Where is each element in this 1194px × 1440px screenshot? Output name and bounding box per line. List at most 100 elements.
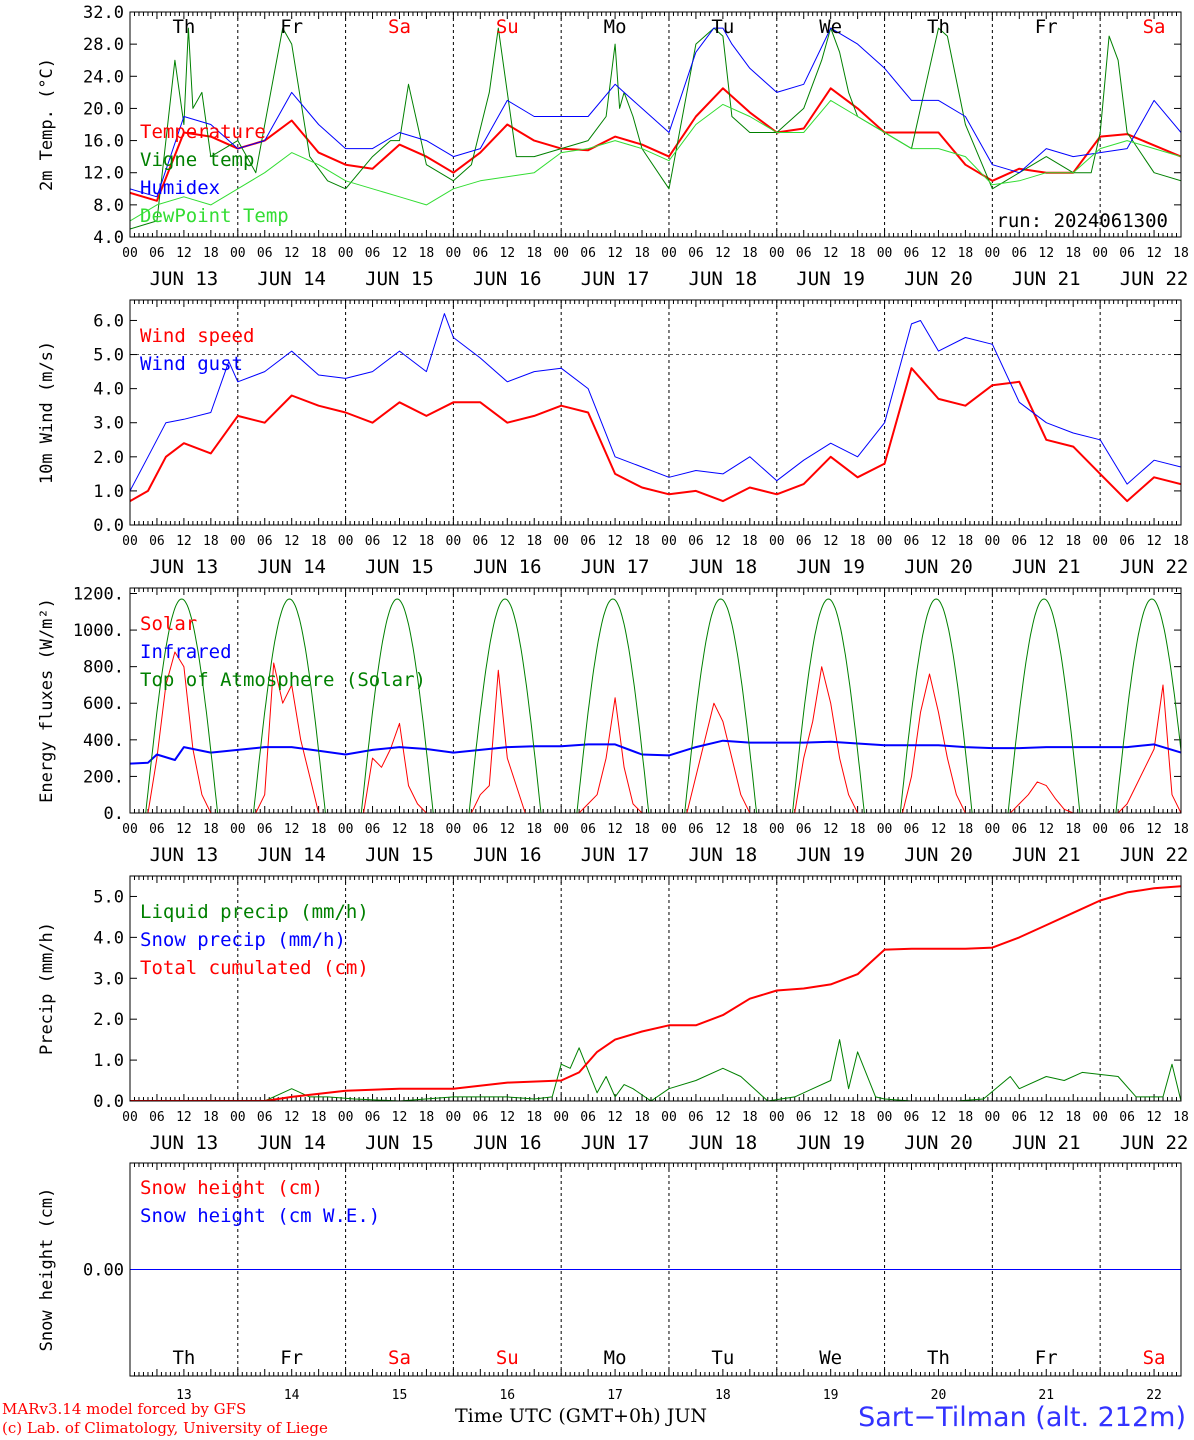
hour-label: 06 <box>904 246 920 261</box>
hour-label: 18 <box>958 1110 974 1125</box>
hour-label: 12 <box>1038 822 1054 837</box>
series-line-vigne-temp <box>130 27 1181 230</box>
series-line-dewpoint-temp <box>130 99 1181 222</box>
hour-label: 00 <box>877 534 893 549</box>
day-label: JUN 15 <box>365 556 434 578</box>
weekday-label: Tu <box>711 16 734 38</box>
hour-label: 00 <box>985 1110 1001 1125</box>
day-label: JUN 18 <box>689 556 758 578</box>
hour-label: 18 <box>634 534 650 549</box>
hour-label: 00 <box>553 534 569 549</box>
hour-label: 12 <box>284 1110 300 1125</box>
hour-label: 12 <box>1146 534 1162 549</box>
weekday-label: Sa <box>1143 16 1166 38</box>
day-label: JUN 14 <box>257 556 326 578</box>
day-label: JUN 14 <box>257 1132 326 1154</box>
hour-label: 00 <box>877 822 893 837</box>
hour-label: 12 <box>931 246 947 261</box>
hour-label: 06 <box>473 1110 489 1125</box>
weekday-label: Sa <box>388 1347 411 1369</box>
hour-label: 06 <box>149 534 165 549</box>
hour-label: 18 <box>526 534 542 549</box>
day-label: JUN 18 <box>689 844 758 866</box>
day-label: JUN 20 <box>904 844 973 866</box>
hour-label: 00 <box>338 1110 354 1125</box>
hour-label: 18 <box>850 246 866 261</box>
hour-label: 00 <box>446 246 462 261</box>
series-line-total-cumulated-cm <box>130 885 1181 1101</box>
hour-label: 18 <box>203 822 219 837</box>
hour-label: 12 <box>176 1110 192 1125</box>
hour-label: 18 <box>419 246 435 261</box>
hour-label: 12 <box>823 534 839 549</box>
hour-label: 12 <box>715 534 731 549</box>
hour-label: 06 <box>473 822 489 837</box>
day-label: JUN 19 <box>796 844 865 866</box>
y-tick-label: 0.0 <box>93 516 124 536</box>
series-group <box>130 885 1181 1101</box>
credit-line-1: MARv3.14 model forced by GFS <box>2 1400 247 1418</box>
legend-entry: Snow precip (mm/h) <box>140 929 346 951</box>
y-tick-label: 200. <box>83 767 124 787</box>
y-tick-label: 5.0 <box>93 346 124 366</box>
series-line-infrared <box>130 739 1181 765</box>
y-axis-title: Energy fluxes (W/m²) <box>37 598 57 803</box>
weekday-label: Fr <box>280 1347 303 1369</box>
hour-label: 18 <box>1065 822 1081 837</box>
hour-label: 18 <box>634 246 650 261</box>
hour-label: 00 <box>1092 534 1108 549</box>
day-label: JUN 18 <box>689 268 758 290</box>
hour-label: 12 <box>176 246 192 261</box>
hour-label: 06 <box>796 246 812 261</box>
day-label: JUN 13 <box>150 268 219 290</box>
day-label: JUN 15 <box>365 1132 434 1154</box>
hour-label: 00 <box>769 246 785 261</box>
hour-label: 00 <box>553 822 569 837</box>
series-line-toa <box>141 598 1181 813</box>
hour-label: 18 <box>526 1110 542 1125</box>
hour-label: 18 <box>526 822 542 837</box>
hour-label: 00 <box>769 1110 785 1125</box>
hour-label: 18 <box>958 246 974 261</box>
weekday-label: Tu <box>711 1347 734 1369</box>
hour-label: 12 <box>823 1110 839 1125</box>
y-tick-label: 3.0 <box>93 414 124 434</box>
day-label: JUN 19 <box>796 556 865 578</box>
day-label: JUN 20 <box>904 556 973 578</box>
hour-label: 18 <box>1173 246 1189 261</box>
hour-label: 00 <box>338 246 354 261</box>
y-tick-label: 28.0 <box>83 35 124 55</box>
day-label: JUN 19 <box>796 1132 865 1154</box>
day-number: 20 <box>931 1388 947 1403</box>
hour-label: 06 <box>149 1110 165 1125</box>
hour-label: 18 <box>742 822 758 837</box>
day-label: JUN 18 <box>689 1132 758 1154</box>
hour-label: 18 <box>958 822 974 837</box>
hour-label: 18 <box>1173 822 1189 837</box>
y-tick-label: 1.0 <box>93 482 124 502</box>
hour-label: 18 <box>203 246 219 261</box>
weekday-label: We <box>819 16 842 38</box>
y-tick-label: 1000. <box>73 621 124 641</box>
hour-label: 12 <box>931 534 947 549</box>
day-number: 19 <box>823 1388 839 1403</box>
hour-label: 12 <box>1038 246 1054 261</box>
hour-label: 00 <box>338 822 354 837</box>
plot-frame <box>129 11 1182 238</box>
hour-label: 18 <box>1065 246 1081 261</box>
y-tick-label: 20.0 <box>83 99 124 119</box>
hour-label: 00 <box>661 246 677 261</box>
legend-entry: Total cumulated (cm) <box>140 957 369 979</box>
hour-label: 00 <box>553 1110 569 1125</box>
day-number: 18 <box>715 1388 731 1403</box>
hour-label: 00 <box>338 534 354 549</box>
hour-label: 00 <box>446 822 462 837</box>
hour-label: 00 <box>122 246 138 261</box>
hour-label: 18 <box>634 1110 650 1125</box>
time-axis-month: JUN <box>666 1405 708 1427</box>
hour-label: 06 <box>257 534 273 549</box>
hour-label: 12 <box>607 534 623 549</box>
day-label: JUN 22 <box>1120 844 1189 866</box>
plot-frame <box>129 875 1182 1102</box>
hour-label: 18 <box>203 534 219 549</box>
